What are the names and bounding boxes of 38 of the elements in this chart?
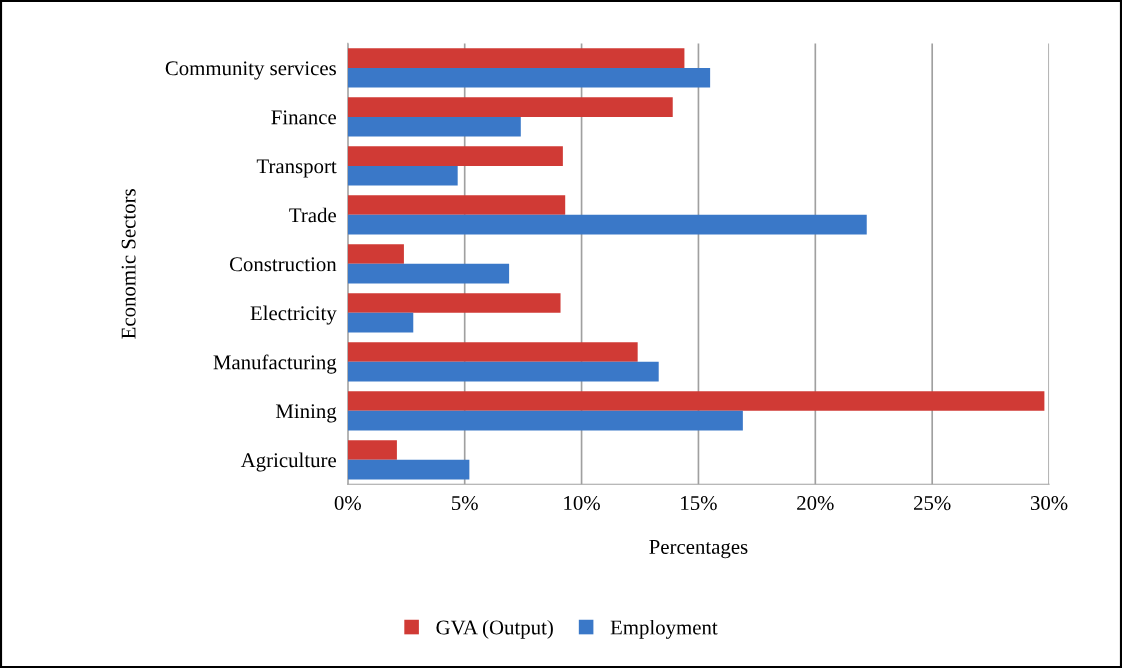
bar (347, 312, 414, 333)
x-tick-label: 10% (564, 496, 600, 511)
legend-label: GVA (Output) (436, 619, 553, 639)
bar (347, 459, 470, 480)
bar (347, 440, 397, 460)
y-tick-label: Community services (165, 61, 336, 80)
y-axis-title: Economic Sectors (121, 189, 136, 339)
bar (347, 214, 867, 235)
bar (347, 410, 743, 431)
y-tick-label: Transport (256, 159, 337, 178)
y-tick-label: Manufacturing (213, 354, 337, 374)
x-tick-label: 20% (797, 496, 834, 511)
y-tick-label: Agriculture (240, 452, 336, 472)
bar (347, 67, 711, 88)
bar (347, 244, 404, 264)
y-tick-label: Trade (289, 207, 336, 223)
x-tick-label: 25% (914, 496, 951, 511)
bar (347, 342, 638, 362)
x-tick-label: 0% (334, 496, 361, 511)
bar (347, 263, 510, 284)
bar (347, 97, 673, 117)
bar (347, 116, 521, 137)
y-tick-label: Electricity (250, 305, 337, 325)
bar (347, 391, 1045, 411)
y-tick-label: Construction (229, 257, 337, 272)
bar (347, 293, 561, 313)
x-tick-label: 5% (452, 496, 478, 511)
legend-label: Employment (610, 619, 718, 639)
x-axis-title: Percentages (649, 540, 748, 559)
x-tick-label: 15% (681, 496, 717, 511)
bar (347, 48, 685, 68)
bar (347, 146, 563, 166)
y-tick-label: Finance (271, 110, 336, 125)
y-tick-label: Mining (275, 404, 337, 423)
x-tick-label: 30% (1030, 496, 1068, 511)
bar (347, 361, 659, 382)
bar (347, 195, 566, 215)
bar (347, 165, 458, 186)
